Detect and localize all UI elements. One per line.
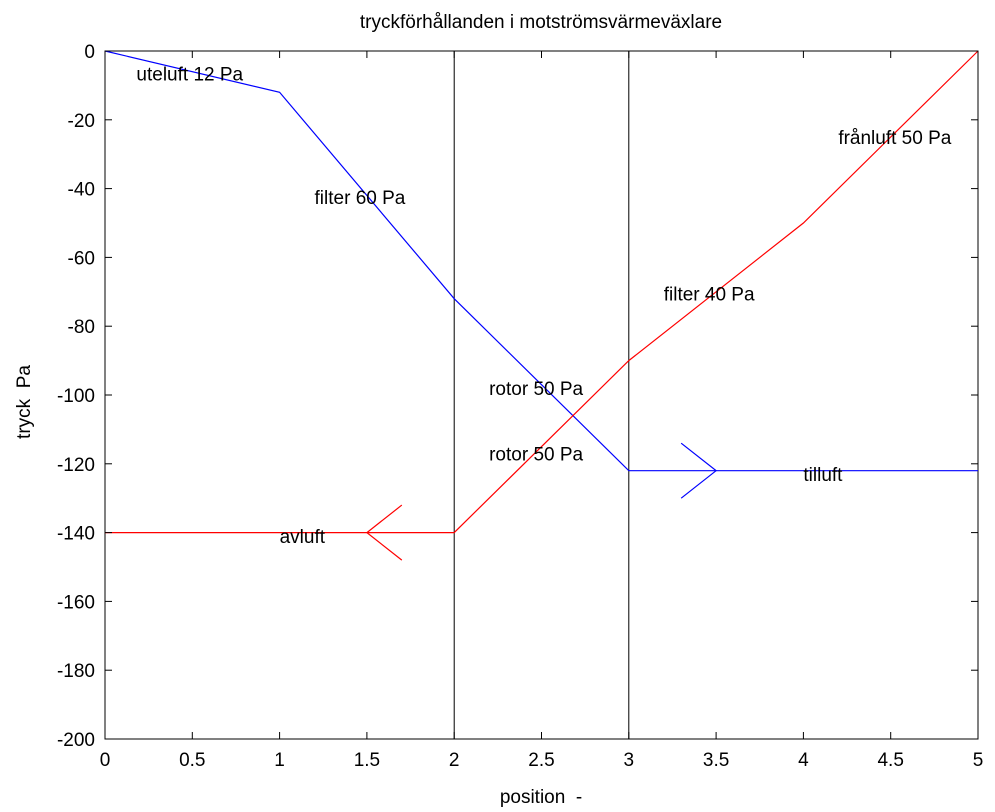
x-tick-label: 4.5 [877,750,903,771]
series-lines [104,50,979,534]
x-tick-label: 1.5 [354,750,380,771]
x-axis-ticks: 0 0.5 1 1.5 2 2.5 3 3.5 4 4.5 5 [100,51,984,771]
y-tick-label: -60 [68,248,95,269]
x-tick-label: 4 [798,750,809,771]
y-tick-label: -20 [68,111,95,132]
series-line-1 [104,50,978,472]
annotation-label: rotor 50 Pa [489,444,583,465]
x-tick-label: 1 [274,750,285,771]
annotation-label: uteluft 12 Pa [136,64,243,85]
x-tick-label: 0 [100,750,111,771]
direction-arrows [365,442,718,561]
y-axis-label: tryck Pa [14,365,35,439]
y-tick-label: -200 [57,730,95,751]
annotation-label: tilluft [803,465,843,486]
y-axis-ticks: 0 -20 -40 -60 -80 -100 -120 -140 -160 -180 -200 [57,42,978,751]
chart-title: tryckförhållanden i motströmsvärmeväxlar… [360,12,722,33]
annotation-label: frånluft 50 Pa [838,128,951,149]
y-tick-label: -80 [68,317,95,338]
x-tick-label: 3.5 [703,750,729,771]
y-tick-label: -160 [57,592,95,613]
y-tick-label: 0 [84,42,95,63]
x-tick-label: 2.5 [528,750,554,771]
vertical-lines [453,51,630,739]
y-tick-label: -120 [57,455,95,476]
arrow-left [365,504,403,561]
x-tick-label: 3 [624,750,635,771]
y-tick-label: -140 [57,524,95,545]
x-tick-label: 0.5 [179,750,205,771]
y-tick-label: -180 [57,661,95,682]
annotation-label: avluft [280,527,326,548]
y-tick-label: -40 [68,180,95,201]
x-axis-label: position - [500,787,582,808]
annotation-label: filter 60 Pa [315,188,406,209]
series-line-2 [105,50,979,534]
arrow-right [680,442,718,499]
annotation-label: rotor 50 Pa [489,379,583,400]
x-tick-label: 5 [973,750,984,771]
annotations: uteluft 12 Pa filter 60 Pa frånluft 50 Pa f… [136,64,951,548]
x-tick-label: 2 [449,750,460,771]
annotation-label: filter 40 Pa [664,285,755,306]
y-tick-label: -100 [57,386,95,407]
